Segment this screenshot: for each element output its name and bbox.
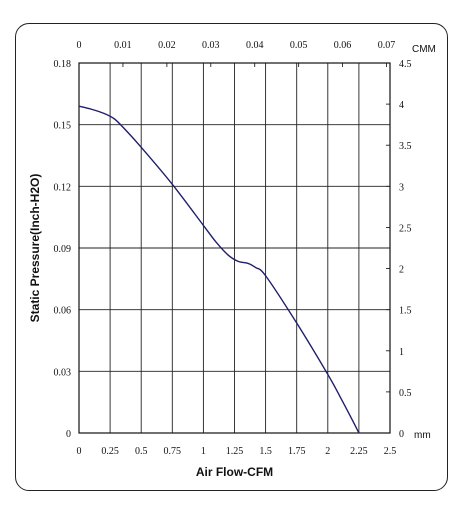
- right-tick-label: 1.5: [399, 306, 412, 317]
- top-tick-label: 0.04: [246, 40, 264, 51]
- grid-lines: [78, 62, 391, 434]
- y-tick-label: 0.09: [54, 244, 72, 255]
- top-axis-unit: CMM: [412, 44, 436, 55]
- top-tick-label: 0.07: [378, 40, 396, 51]
- tick-labels: 0 0.25 0.5 0.75 1 1.25 1.5 1.75 2 2.25 2.500.030.0…: [54, 40, 412, 457]
- top-tick-label: 0: [77, 40, 82, 51]
- x-tick-label: 2.25: [350, 446, 368, 457]
- y-axis-title: Static Pressure(Inch-H2O): [28, 174, 42, 323]
- top-tick-label: 0.03: [202, 40, 220, 51]
- x-tick-label: 0.75: [164, 446, 182, 457]
- pressure-curve: [78, 105, 360, 434]
- x-tick-label: 0.25: [101, 446, 119, 457]
- x-tick-label: 2: [325, 446, 330, 457]
- right-tick-label: 0: [399, 429, 404, 440]
- right-tick-label: 3.5: [399, 141, 412, 152]
- y-tick-label: 0.12: [54, 182, 72, 193]
- y-tick-label: 0.18: [54, 59, 72, 70]
- top-tick-label: 0.01: [114, 40, 132, 51]
- x-tick-label: 1.25: [226, 446, 244, 457]
- y-tick-label: 0.03: [54, 367, 72, 378]
- x-tick-label: 1.75: [288, 446, 306, 457]
- series-layer: [78, 105, 360, 434]
- x-tick-label: 1: [201, 446, 206, 457]
- y-tick-label: 0: [66, 429, 71, 440]
- top-tick-label: 0.02: [158, 40, 176, 51]
- x-tick-label: 0: [77, 446, 82, 457]
- y-tick-label: 0.06: [54, 306, 72, 317]
- top-tick-label: 0.06: [334, 40, 352, 51]
- right-axis-unit: mm: [414, 430, 431, 441]
- right-tick-label: 0.5: [399, 388, 412, 399]
- right-tick-label: 3: [399, 182, 404, 193]
- right-tick-label: 1: [399, 347, 404, 358]
- top-tick-label: 0.05: [290, 40, 308, 51]
- x-tick-label: 1.5: [259, 446, 272, 457]
- x-tick-label: 2.5: [384, 446, 397, 457]
- plot-area: [78, 62, 391, 434]
- x-axis-title: Air Flow-CFM: [196, 465, 273, 479]
- right-tick-label: 4.5: [399, 59, 412, 70]
- x-tick-label: 0.5: [135, 446, 148, 457]
- right-tick-label: 2.5: [399, 223, 412, 234]
- right-tick-label: 2: [399, 265, 404, 276]
- right-tick-label: 4: [399, 100, 404, 111]
- y-tick-label: 0.15: [54, 121, 72, 132]
